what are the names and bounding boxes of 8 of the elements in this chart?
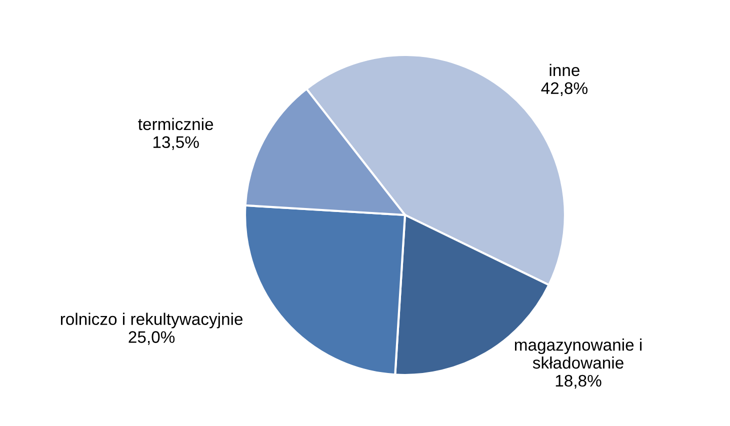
data-label: 13,5% [153, 136, 199, 150]
slice-label: rolniczo i rekultywacyjnie [60, 312, 243, 328]
slice-label: magazynowanie i składowanie [514, 338, 642, 369]
data-label: 18,8% [556, 374, 602, 389]
slice-label: termicznie [138, 118, 214, 130]
slice-label: inne [550, 64, 580, 76]
data-label: 25,0% [128, 331, 175, 345]
data-label: 42,8% [541, 82, 588, 96]
